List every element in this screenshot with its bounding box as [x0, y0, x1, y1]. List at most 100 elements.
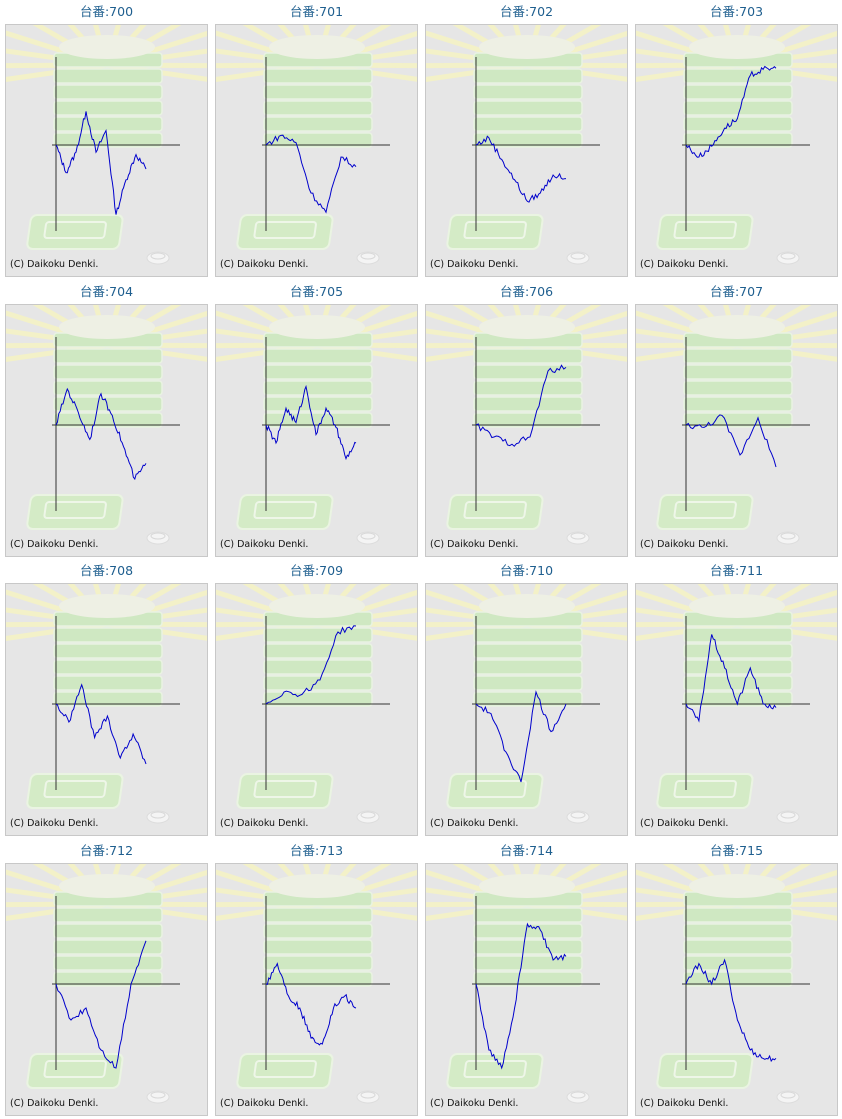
machine-label[interactable]: 台番:709: [215, 561, 418, 581]
chart-cell-705: 台番:705 (C) Daikoku Denki.: [215, 282, 418, 558]
tray-icon: [26, 773, 124, 809]
payout-line: [265, 625, 357, 705]
machine-number: 713: [319, 843, 344, 858]
payout-line: [475, 922, 567, 1070]
machine-number: 700: [109, 4, 134, 19]
pachislot-stack-icon: [53, 874, 163, 987]
machine-number: 715: [739, 843, 764, 858]
coin-icon: [776, 251, 800, 265]
background-art: [426, 25, 627, 265]
background-art: [6, 305, 207, 545]
tray-icon: [446, 494, 544, 530]
copyright-text: (C) Daikoku Denki.: [430, 539, 519, 550]
machine-label[interactable]: 台番:704: [5, 282, 208, 302]
copyright-text: (C) Daikoku Denki.: [220, 1098, 309, 1109]
machine-label-prefix: 台番:: [709, 284, 740, 299]
chart-cell-701: 台番:701 (C) Daikoku Denki.: [215, 2, 418, 278]
copyright-text: (C) Daikoku Denki.: [10, 259, 99, 270]
copyright-text: (C) Daikoku Denki.: [430, 1098, 519, 1109]
tray-icon: [446, 773, 544, 809]
graph-svg: [636, 864, 837, 1104]
machine-label[interactable]: 台番:715: [635, 841, 838, 861]
machine-label-prefix: 台番:: [289, 4, 320, 19]
machine-label[interactable]: 台番:706: [425, 282, 628, 302]
graph-svg: [6, 305, 207, 545]
graph-svg: [6, 584, 207, 824]
machine-label[interactable]: 台番:700: [5, 2, 208, 22]
machine-label[interactable]: 台番:714: [425, 841, 628, 861]
payout-line: [55, 387, 147, 481]
payout-line: [685, 65, 777, 158]
machine-number: 712: [109, 843, 134, 858]
coin-icon: [356, 810, 380, 824]
machine-label[interactable]: 台番:712: [5, 841, 208, 861]
graph-svg: [426, 864, 627, 1104]
pachislot-stack-icon: [53, 315, 163, 428]
tray-icon: [446, 1053, 544, 1089]
machine-label[interactable]: 台番:711: [635, 561, 838, 581]
chart-cell-710: 台番:710 (C) Daikoku Denki.: [425, 561, 628, 837]
machine-label-prefix: 台番:: [499, 284, 530, 299]
chart-cell-715: 台番:715 (C) Daikoku Denki.: [635, 841, 838, 1117]
graph-svg: [426, 25, 627, 265]
tray-icon: [656, 1053, 754, 1089]
graph-svg: [6, 25, 207, 265]
machine-label[interactable]: 台番:710: [425, 561, 628, 581]
copyright-text: (C) Daikoku Denki.: [430, 818, 519, 829]
payout-line: [475, 135, 567, 203]
pachislot-stack-icon: [473, 874, 583, 987]
graph-panel: (C) Daikoku Denki.: [215, 583, 418, 836]
machine-label-prefix: 台番:: [289, 284, 320, 299]
graph-panel: (C) Daikoku Denki.: [635, 863, 838, 1116]
graph-panel: (C) Daikoku Denki.: [215, 24, 418, 277]
background-art: [636, 584, 837, 824]
pachislot-stack-icon: [683, 874, 793, 987]
pachislot-stack-icon: [683, 315, 793, 428]
machine-number: 703: [739, 4, 764, 19]
machine-label-prefix: 台番:: [499, 4, 530, 19]
payout-line: [475, 364, 567, 447]
pachislot-stack-icon: [263, 35, 373, 148]
background-art: [6, 25, 207, 265]
machine-label[interactable]: 台番:713: [215, 841, 418, 861]
machine-label-prefix: 台番:: [499, 563, 530, 578]
chart-cell-706: 台番:706 (C) Daikoku Denki.: [425, 282, 628, 558]
machine-label[interactable]: 台番:708: [5, 561, 208, 581]
machine-label-prefix: 台番:: [79, 563, 110, 578]
background-art: [216, 864, 417, 1104]
machine-number: 707: [739, 284, 764, 299]
machine-number: 706: [529, 284, 554, 299]
payout-line: [55, 111, 147, 215]
machine-label[interactable]: 台番:703: [635, 2, 838, 22]
machine-number: 711: [739, 563, 764, 578]
coin-icon: [566, 251, 590, 265]
machine-number: 710: [529, 563, 554, 578]
machine-label[interactable]: 台番:701: [215, 2, 418, 22]
payout-line: [265, 134, 357, 214]
coin-icon: [776, 531, 800, 545]
graph-panel: (C) Daikoku Denki.: [5, 304, 208, 557]
chart-cell-708: 台番:708 (C) Daikoku Denki.: [5, 561, 208, 837]
machine-label-prefix: 台番:: [709, 4, 740, 19]
machine-number: 705: [319, 284, 344, 299]
tray-icon: [236, 1053, 334, 1089]
graph-panel: (C) Daikoku Denki.: [215, 304, 418, 557]
machine-label[interactable]: 台番:707: [635, 282, 838, 302]
pachislot-stack-icon: [53, 35, 163, 148]
tray-icon: [236, 214, 334, 250]
pachislot-stack-icon: [473, 594, 583, 707]
machine-label-prefix: 台番:: [709, 843, 740, 858]
coin-icon: [566, 810, 590, 824]
coin-icon: [146, 810, 170, 824]
pachislot-stack-icon: [263, 874, 373, 987]
copyright-text: (C) Daikoku Denki.: [430, 259, 519, 270]
tray-icon: [236, 494, 334, 530]
machine-label-prefix: 台番:: [79, 4, 110, 19]
graph-panel: (C) Daikoku Denki.: [425, 24, 628, 277]
background-art: [636, 864, 837, 1104]
machine-label[interactable]: 台番:702: [425, 2, 628, 22]
machine-label[interactable]: 台番:705: [215, 282, 418, 302]
graph-svg: [216, 584, 417, 824]
background-art: [636, 305, 837, 545]
background-art: [216, 305, 417, 545]
